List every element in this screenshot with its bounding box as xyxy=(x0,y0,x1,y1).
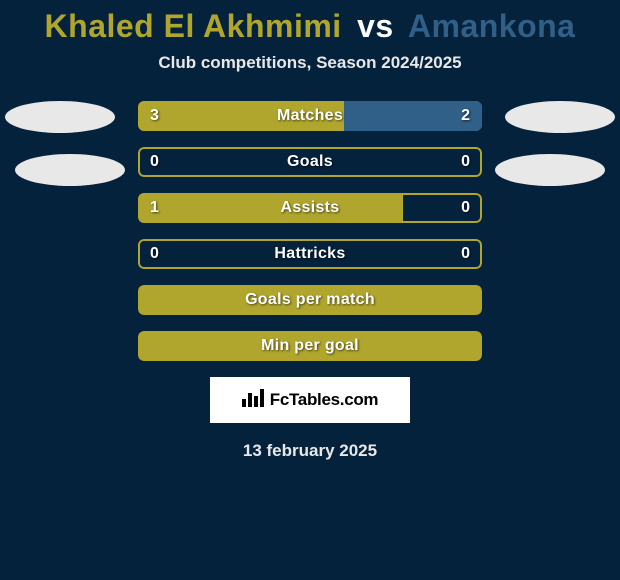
avatar-placeholder-right-1 xyxy=(505,101,615,133)
stat-label: Goals xyxy=(138,147,482,177)
comparison-chart: 32Matches 00Goals 10Assists 00Hattricks Goal… xyxy=(0,101,620,461)
stat-label: Goals per match xyxy=(138,285,482,315)
subtitle: Club competitions, Season 2024/2025 xyxy=(0,53,620,73)
stat-row: Goals per match xyxy=(138,285,482,315)
stat-label: Assists xyxy=(138,193,482,223)
page-title: Khaled El Akhmimi vs Amankona xyxy=(0,0,620,51)
date-stamp: 13 february 2025 xyxy=(0,441,620,461)
stat-rows: 32Matches 00Goals 10Assists 00Hattricks Goal… xyxy=(138,101,482,361)
player2-name: Amankona xyxy=(408,8,576,44)
avatar-placeholder-right-2 xyxy=(495,154,605,186)
avatar-placeholder-left-2 xyxy=(15,154,125,186)
stat-label: Min per goal xyxy=(138,331,482,361)
player1-name: Khaled El Akhmimi xyxy=(45,8,342,44)
stat-label: Hattricks xyxy=(138,239,482,269)
stat-row: 32Matches xyxy=(138,101,482,131)
logo-text: FcTables.com xyxy=(270,390,379,410)
stat-row: 00Hattricks xyxy=(138,239,482,269)
stat-row: 10Assists xyxy=(138,193,482,223)
vs-label: vs xyxy=(357,8,394,44)
stat-label: Matches xyxy=(138,101,482,131)
bars-icon xyxy=(242,389,264,412)
logo-box: FcTables.com xyxy=(210,377,410,423)
stat-row: 00Goals xyxy=(138,147,482,177)
avatar-placeholder-left-1 xyxy=(5,101,115,133)
stat-row: Min per goal xyxy=(138,331,482,361)
